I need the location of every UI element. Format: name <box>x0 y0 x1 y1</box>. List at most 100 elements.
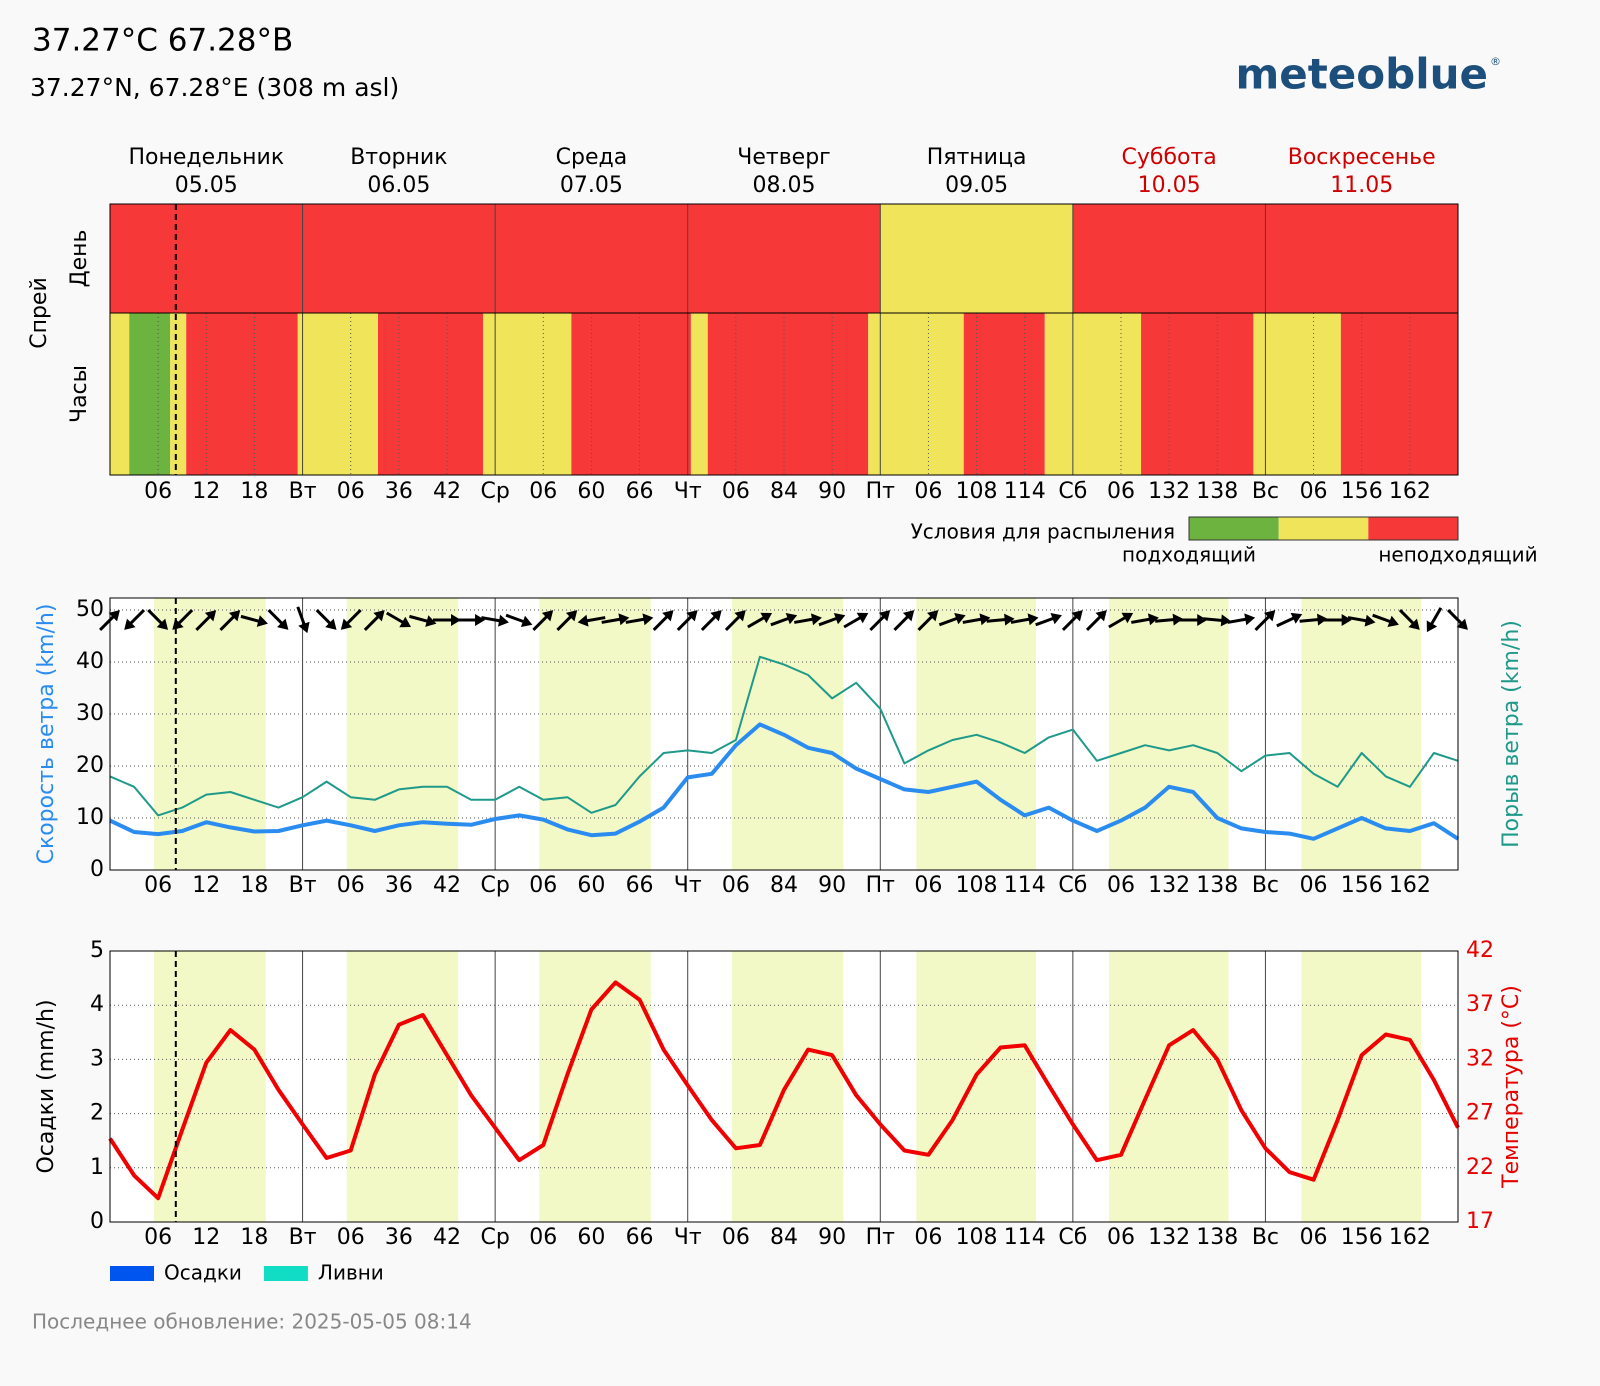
wind-arrow <box>1347 614 1376 627</box>
y2-tick-label: 37 <box>1466 992 1494 1017</box>
wind-arrow <box>601 613 630 626</box>
x-tick-label: 12 <box>192 479 220 504</box>
wind-arrow <box>363 610 385 631</box>
arrow-head <box>1317 613 1328 626</box>
x-tick-label: 36 <box>385 1225 413 1250</box>
wind-arrow <box>219 610 241 631</box>
day-date: 05.05 <box>175 173 238 198</box>
x-tick-label: 156 <box>1341 479 1383 504</box>
x-tick-label: 06 <box>529 1225 557 1250</box>
wind-arrow <box>385 611 411 628</box>
hour-cell <box>690 313 708 475</box>
x-tick-label: 42 <box>433 1225 461 1250</box>
x-tick-label: 42 <box>433 479 461 504</box>
arrow-head <box>927 610 939 622</box>
arrow-head <box>785 612 798 625</box>
arrow-head <box>108 610 120 622</box>
frame <box>109 950 1459 1223</box>
wind-arrow <box>296 606 310 634</box>
hour-cell <box>1340 313 1458 475</box>
legend-label: неподходящий <box>1378 543 1537 567</box>
x-tick-label: 06 <box>914 479 942 504</box>
wind-arrow <box>240 614 268 627</box>
day-cell <box>687 204 881 313</box>
x-tick-label: Ср <box>480 479 509 504</box>
hour-cell <box>1044 313 1142 475</box>
y2-tick-label: 17 <box>1466 1209 1494 1234</box>
daylight <box>154 951 266 1222</box>
arrow-head <box>979 613 991 626</box>
axis-label: Скорость ветра (km/h) <box>34 604 59 865</box>
wind-arrow <box>433 614 461 626</box>
wind-arrow <box>843 612 869 629</box>
arrow-head <box>520 615 533 628</box>
arrow-head <box>878 610 891 622</box>
x-tick-label: 90 <box>818 479 846 504</box>
axis-label: Часы <box>67 365 92 423</box>
x-tick-label: 156 <box>1341 873 1383 898</box>
y2-tick-label: 22 <box>1466 1155 1494 1180</box>
y-tick-label: 1 <box>90 1155 104 1180</box>
arrow-head <box>1341 614 1352 626</box>
x-tick-label: 66 <box>626 1225 654 1250</box>
day-date: 06.05 <box>367 173 430 198</box>
x-tick-label: 138 <box>1196 873 1238 898</box>
x-tick-label: 06 <box>337 1225 365 1250</box>
hour-cell <box>129 313 171 475</box>
day-date: 10.05 <box>1138 173 1201 198</box>
frame <box>109 203 1459 476</box>
x-tick-label: Пт <box>866 1225 896 1250</box>
hour-cell <box>1141 313 1254 475</box>
wind-arrow <box>340 609 362 630</box>
wind-arrow <box>124 609 146 630</box>
daylight <box>1301 951 1422 1222</box>
arrow-head <box>1387 615 1399 628</box>
hour-cell <box>186 313 298 475</box>
x-tick-label: 06 <box>914 873 942 898</box>
wind-arrow <box>1155 613 1184 626</box>
axis-label: Температура (°C) <box>1499 985 1524 1189</box>
title: 37.27°C 67.28°B <box>32 23 293 59</box>
series-line <box>109 655 1459 817</box>
axis-label: Спрей <box>27 277 52 349</box>
hour-cell <box>868 313 964 475</box>
hour-cell <box>571 313 691 475</box>
x-tick-label: 18 <box>240 873 268 898</box>
frame <box>109 597 1459 871</box>
arrow-head <box>833 612 846 625</box>
x-tick-label: Чт <box>674 479 702 504</box>
wind-arrow <box>794 613 822 626</box>
day-name: Понедельник <box>128 145 284 170</box>
wind-arrow <box>1131 613 1159 626</box>
x-tick-label: 66 <box>626 873 654 898</box>
x-tick-label: 18 <box>240 479 268 504</box>
arrow-head <box>1027 613 1039 626</box>
arrow-head <box>1408 618 1420 630</box>
wind-arrow <box>652 610 674 631</box>
arrow-head <box>340 618 353 630</box>
x-tick-label: Чт <box>674 873 702 898</box>
wind-arrow <box>505 613 533 628</box>
x-tick-label: 06 <box>914 1225 942 1250</box>
x-tick-label: 108 <box>956 873 998 898</box>
x-tick-label: Вс <box>1252 1225 1279 1250</box>
day-name: Пятница <box>927 145 1027 170</box>
y-tick-label: 4 <box>90 992 104 1017</box>
hour-cell <box>110 313 130 475</box>
x-tick-label: 156 <box>1341 1225 1383 1250</box>
wind-arrow <box>315 609 337 630</box>
x-tick-label: 06 <box>529 479 557 504</box>
x-tick-label: Вс <box>1252 479 1279 504</box>
arrow-head <box>425 615 437 627</box>
hour-cell <box>170 313 187 475</box>
x-tick-label: 84 <box>770 1225 798 1250</box>
wind-arrow <box>938 612 966 627</box>
axis-label: Осадки (mm/h) <box>34 999 59 1173</box>
wind-arrow <box>676 610 698 631</box>
y-tick-label: 3 <box>90 1046 104 1071</box>
day-name: Среда <box>556 145 628 170</box>
arrow-head <box>277 618 289 630</box>
x-tick-label: Вт <box>289 873 317 898</box>
